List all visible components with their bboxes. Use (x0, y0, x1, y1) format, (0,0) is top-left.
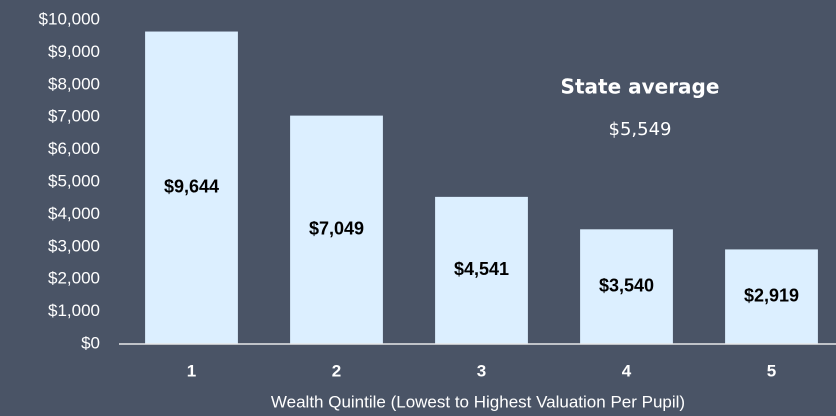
x-tick-label: 5 (767, 361, 776, 380)
x-tick-label: 4 (622, 361, 632, 380)
value-label: $7,049 (309, 219, 364, 239)
value-label: $9,644 (164, 177, 219, 197)
y-tick-label: $5,000 (48, 171, 100, 190)
annotation-text: $5,549 (609, 119, 672, 140)
y-tick-label: $1,000 (48, 301, 100, 320)
y-tick-label: $6,000 (48, 139, 100, 158)
y-tick-label: $0 (81, 333, 100, 352)
x-tick-label: 3 (477, 361, 486, 380)
y-tick-label: $7,000 (48, 107, 100, 126)
x-tick-label: 2 (332, 361, 341, 380)
bar (725, 249, 818, 344)
x-tick-label: 1 (187, 361, 196, 380)
annotation-title: State average (561, 75, 720, 99)
x-axis-title: Wealth Quintile (Lowest to Highest Valua… (271, 392, 685, 411)
y-tick-label: $9,000 (48, 42, 100, 61)
value-label: $2,919 (744, 285, 799, 305)
bar (580, 229, 673, 344)
y-tick-label: $4,000 (48, 204, 100, 223)
value-label: $4,541 (454, 259, 509, 279)
y-tick-label: $10,000 (39, 9, 100, 28)
bar (435, 196, 528, 344)
bar (290, 115, 383, 344)
bar (145, 31, 238, 345)
y-tick-label: $2,000 (48, 269, 100, 288)
y-tick-label: $3,000 (48, 236, 100, 255)
value-label: $3,540 (599, 275, 654, 295)
y-tick-label: $8,000 (48, 74, 100, 93)
